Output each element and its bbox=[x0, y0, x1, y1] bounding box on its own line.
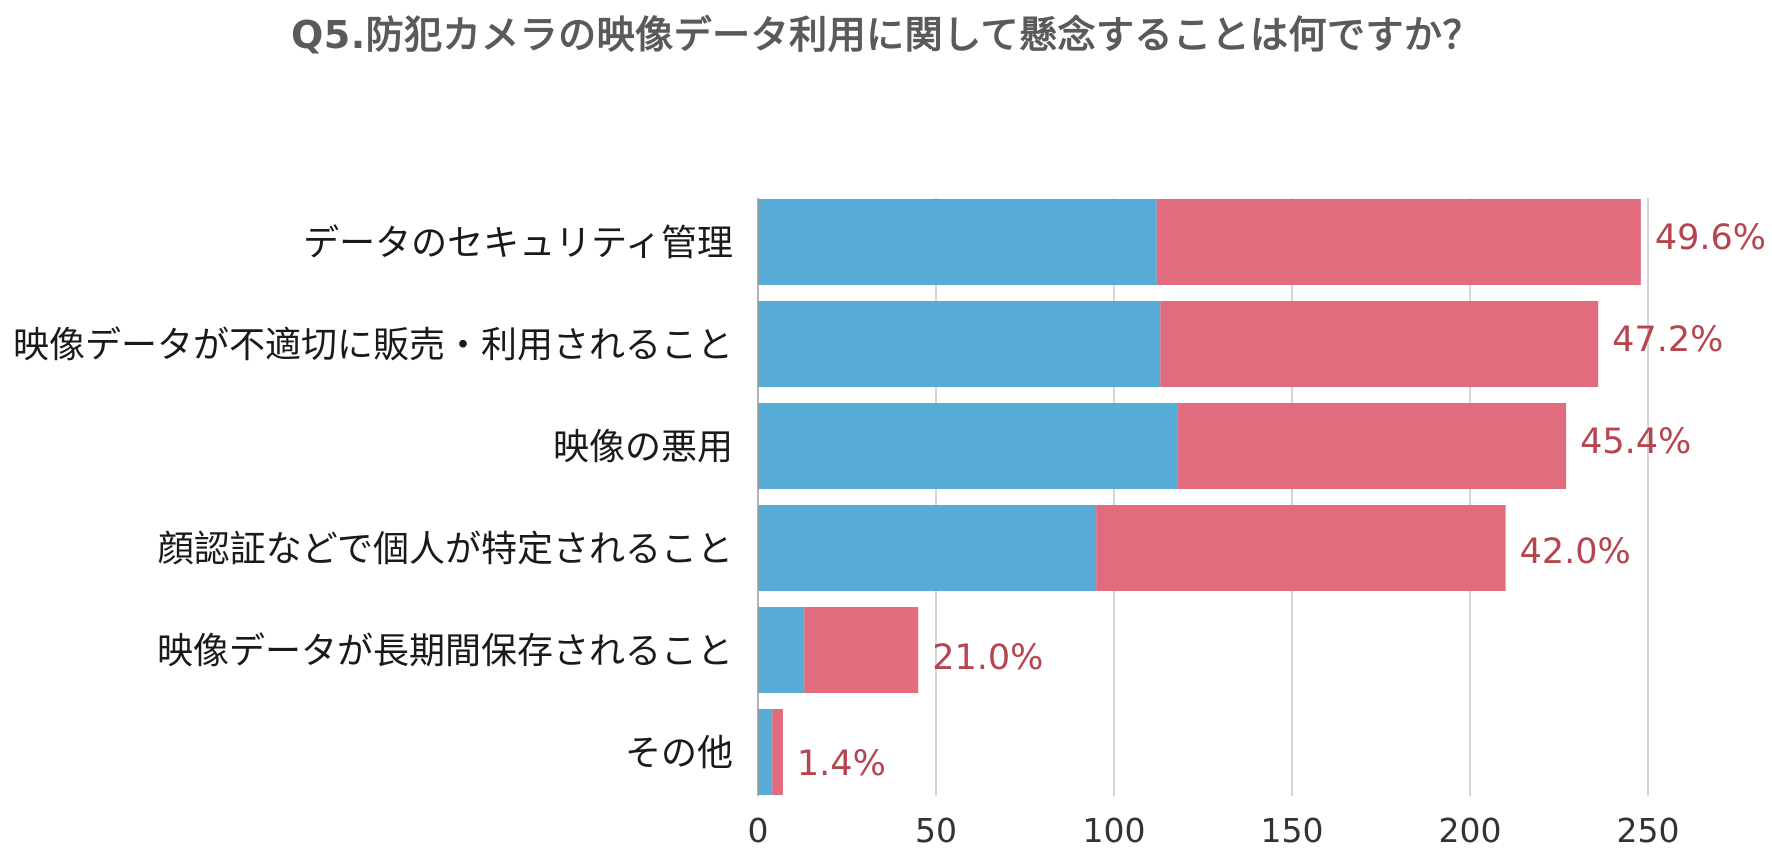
data-label: 49.6% bbox=[1655, 218, 1766, 258]
bar-layer bbox=[758, 199, 1641, 795]
bar-segment-series-1 bbox=[758, 403, 1179, 489]
bar-segment-series-1 bbox=[758, 301, 1161, 387]
bar-segment-series-2 bbox=[772, 709, 783, 795]
grid-layer bbox=[935, 198, 1649, 796]
bar-segment-series-1 bbox=[758, 607, 805, 693]
bar-segment-series-2 bbox=[1156, 199, 1641, 285]
bar-segment-series-2 bbox=[804, 607, 919, 693]
x-tick-label: 50 bbox=[915, 811, 957, 850]
axis-layer: 0 50 100 150 200 250 bbox=[748, 198, 1680, 850]
bar-segment-series-2 bbox=[1160, 301, 1599, 387]
x-tick-label: 250 bbox=[1617, 811, 1680, 850]
x-tick-label: 0 bbox=[748, 811, 769, 850]
x-tick-label: 100 bbox=[1083, 811, 1146, 850]
data-label: 1.4% bbox=[797, 744, 886, 784]
category-label: データのセキュリティ管理 bbox=[303, 223, 733, 264]
bar-segment-series-1 bbox=[758, 199, 1157, 285]
label-layer: データのセキュリティ管理 49.6% 映像データが不適切に販売・利用されること 47.… bbox=[13, 218, 1766, 784]
chart-title: Q5.防犯カメラの映像データ利用に関して懸念することは何ですか？ bbox=[290, 13, 1482, 57]
x-tick-label: 200 bbox=[1439, 811, 1502, 850]
x-tick-label: 150 bbox=[1261, 811, 1324, 850]
data-label: 21.0% bbox=[932, 638, 1043, 678]
category-label: その他 bbox=[625, 733, 733, 774]
bar-segment-series-1 bbox=[758, 709, 773, 795]
category-label: 顔認証などで個人が特定されること bbox=[158, 529, 733, 570]
category-label: 映像データが不適切に販売・利用されること bbox=[13, 325, 733, 366]
data-label: 45.4% bbox=[1580, 422, 1691, 462]
bar-segment-series-1 bbox=[758, 505, 1097, 591]
data-label: 47.2% bbox=[1612, 320, 1723, 360]
bar-segment-series-2 bbox=[1178, 403, 1567, 489]
data-label: 42.0% bbox=[1520, 532, 1631, 572]
category-label: 映像の悪用 bbox=[553, 427, 733, 468]
category-label: 映像データが長期間保存されること bbox=[157, 631, 733, 672]
bar-segment-series-2 bbox=[1096, 505, 1506, 591]
